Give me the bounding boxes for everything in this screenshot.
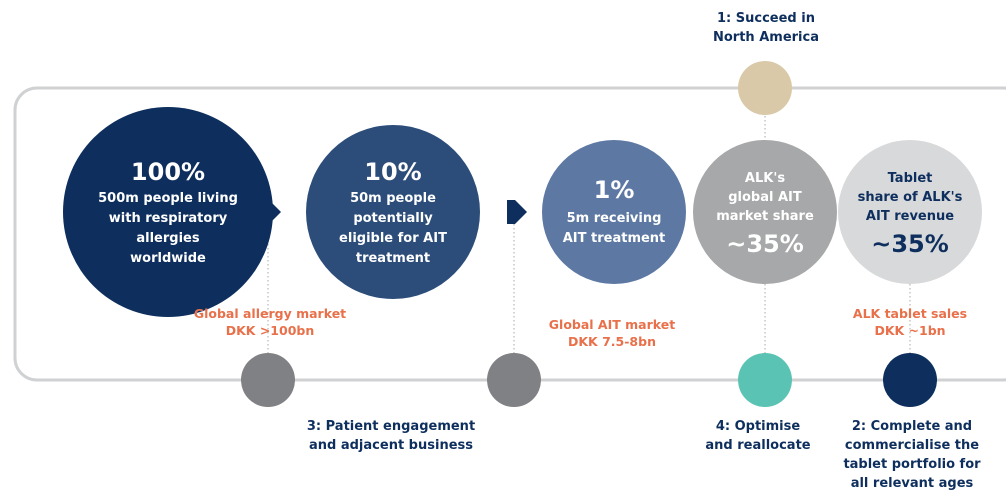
stage-desc: potentially (353, 211, 433, 226)
stage-value: 1% (594, 176, 635, 204)
stage-desc: AIT revenue (866, 209, 954, 224)
stage-circle (63, 107, 273, 317)
strategy-label: 1: Succeed in (717, 11, 815, 26)
strategy-dot (487, 353, 541, 407)
stage-desc: with respiratory (109, 211, 228, 226)
stage-desc: share of ALK's (858, 190, 963, 205)
arrow (507, 200, 527, 224)
strategy-label: commercialise the (845, 438, 979, 453)
market-label: DKK >100bn (226, 323, 315, 338)
strategy-label: tablet portfolio for (843, 457, 981, 472)
strategy-label: 2: Complete and (852, 419, 972, 434)
stage-circle (693, 140, 837, 284)
stage-value: ~35% (871, 230, 949, 258)
stage-desc: market share (716, 209, 814, 224)
stage-desc: 50m people (350, 191, 436, 206)
market-label: DKK ~1bn (874, 323, 945, 338)
strategy-label: North America (713, 30, 819, 45)
stage-desc: treatment (356, 251, 430, 266)
strategy-dot (241, 353, 295, 407)
strategy-label: all relevant ages (851, 476, 974, 491)
market-label: Global AIT market (549, 317, 675, 332)
strategy-dot (738, 61, 792, 115)
stage-desc: 500m people living (98, 191, 238, 206)
stage-desc: 5m receiving (567, 211, 662, 226)
stage-desc: Tablet (888, 171, 933, 186)
stage-circle (542, 140, 686, 284)
strategy-label: 4: Optimise (716, 419, 801, 434)
stage-value: ~35% (726, 230, 804, 258)
stage-desc: AIT treatment (563, 231, 666, 246)
stage-value: 100% (131, 158, 205, 186)
strategy-dot (883, 353, 937, 407)
stage-circle (306, 125, 480, 299)
market-label: ALK tablet sales (853, 306, 967, 321)
market-label: Global allergy market (194, 306, 346, 321)
strategy-label: and reallocate (705, 438, 810, 453)
strategy-dot (738, 353, 792, 407)
stage-desc: allergies (136, 231, 199, 246)
strategy-label: 3: Patient engagement (307, 419, 475, 434)
stage-desc: eligible for AIT (339, 231, 447, 246)
arrow (261, 200, 281, 224)
stage-desc: global AIT (728, 190, 802, 205)
stage-desc: worldwide (130, 251, 206, 266)
market-label: DKK 7.5-8bn (568, 334, 656, 349)
strategy-label: and adjacent business (309, 438, 473, 453)
stage-desc: ALK's (745, 171, 785, 186)
stage-value: 10% (364, 158, 421, 186)
stage-circle (838, 140, 982, 284)
